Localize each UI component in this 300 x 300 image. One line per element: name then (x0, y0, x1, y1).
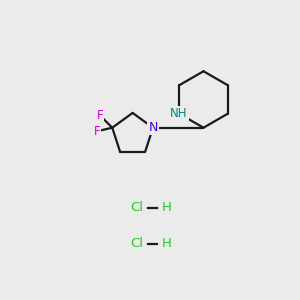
Text: Cl: Cl (130, 202, 143, 214)
Text: N: N (148, 121, 158, 134)
Text: NH: NH (170, 107, 188, 120)
Text: H: H (161, 237, 171, 250)
Text: Cl: Cl (130, 237, 143, 250)
Text: F: F (97, 109, 103, 122)
Text: F: F (94, 125, 100, 138)
Text: H: H (161, 202, 171, 214)
